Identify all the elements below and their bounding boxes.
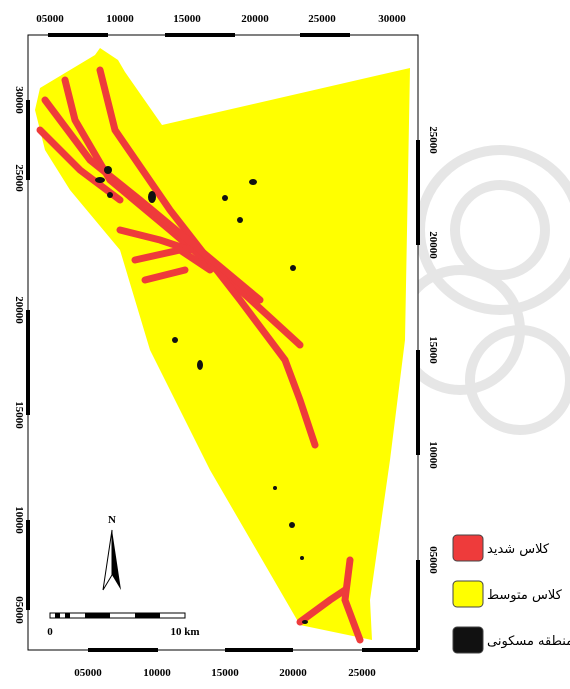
severe-zone (36, 66, 364, 644)
tick-label: 15000 (427, 336, 439, 364)
tick-label: 15000 (173, 13, 201, 25)
tick-label: 25000 (13, 164, 25, 192)
tick-label: 10000 (143, 667, 171, 679)
tick-label: 05000 (13, 596, 25, 624)
tick-label: 25000 (308, 13, 336, 25)
legend-label: کلاس شدید (487, 542, 550, 557)
tick-labels: 05000 10000 15000 20000 25000 30000 0500… (13, 13, 439, 679)
scale-bar (49, 612, 186, 619)
scale-label: 10 km (170, 626, 199, 638)
tick-label: 10000 (427, 441, 439, 469)
scale-label: 0 (47, 626, 53, 638)
tick-label: 25000 (427, 126, 439, 154)
tick-label: 20000 (13, 296, 25, 324)
tick-label: 15000 (211, 667, 239, 679)
legend-swatch (452, 534, 484, 562)
north-label: N (108, 514, 116, 526)
frame-bands (26, 33, 420, 652)
settlements (95, 166, 308, 624)
tick-label: 05000 (74, 667, 102, 679)
tick-label: 05000 (427, 546, 439, 574)
legend-swatch (452, 580, 484, 608)
tick-label: 20000 (241, 13, 269, 25)
north-arrow (112, 530, 121, 590)
tick-label: 10000 (13, 506, 25, 534)
legend-label: منطقه مسکونی (487, 634, 570, 649)
legend-swatch (452, 626, 484, 654)
watermark (395, 145, 570, 435)
tick-label: 15000 (13, 401, 25, 429)
legend-label: کلاس متوسط (487, 588, 563, 603)
tick-label: 20000 (279, 667, 307, 679)
tick-label: 05000 (36, 13, 64, 25)
tick-label: 30000 (378, 13, 406, 25)
tick-label: 10000 (106, 13, 134, 25)
tick-label: 20000 (427, 231, 439, 259)
tick-label: 25000 (348, 667, 376, 679)
legend: کلاس شدید کلاس متوسط منطقه مسکونی (452, 534, 570, 654)
tick-label: 30000 (13, 86, 25, 114)
